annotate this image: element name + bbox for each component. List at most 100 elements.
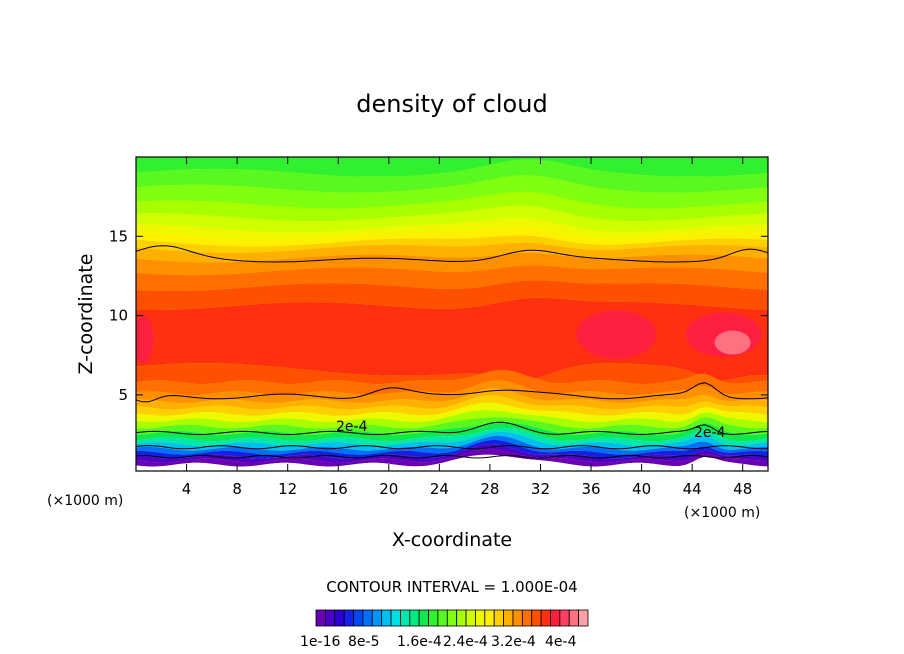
band-upper-6 <box>136 227 768 247</box>
colorbar-swatch <box>381 609 392 627</box>
colorbar-swatch <box>409 609 420 627</box>
colorbar-swatch <box>371 609 383 627</box>
contour-lines <box>136 245 768 459</box>
colorbar-swatch <box>559 609 570 627</box>
chart-title: density of cloud <box>356 90 547 118</box>
colorbar-swatch <box>475 609 486 627</box>
colorbar-swatch <box>521 609 533 627</box>
colorbar-swatch <box>484 609 495 627</box>
band-lower-9 <box>136 428 768 446</box>
colorbar-label: 1.6e-4 <box>397 634 442 650</box>
y-tick-label: 10 <box>109 307 128 325</box>
x-tick-label: 44 <box>683 480 702 498</box>
band-lower-7 <box>136 417 768 435</box>
colorbar-swatch <box>540 609 551 627</box>
x-tick-label: 8 <box>232 480 242 498</box>
y-tick-label: 15 <box>109 227 128 245</box>
colorbar-swatch <box>503 609 514 627</box>
contour-label-right: 2e-4 <box>694 425 726 441</box>
y-axis-ticks: 5 10 15 <box>109 227 768 404</box>
colorbar-swatch <box>531 609 542 627</box>
y-tick-label: 5 <box>118 386 128 404</box>
band-lower-8 <box>136 422 768 442</box>
x-tick-label: 16 <box>329 480 348 498</box>
x-axis-ticks: 4 8 12 16 20 24 28 32 36 40 44 48 <box>182 157 752 498</box>
colorbar <box>315 609 589 627</box>
band-lower-1 <box>136 369 768 396</box>
x-tick-label: 36 <box>581 480 600 498</box>
core-highlight-1 <box>576 310 657 359</box>
band-upper-8 <box>136 242 768 263</box>
colorbar-swatch <box>324 609 336 627</box>
colorbar-swatch <box>428 609 439 627</box>
colorbar-swatch <box>400 609 411 627</box>
band-lower-14 <box>136 449 768 467</box>
colorbar-swatch <box>465 609 476 627</box>
y-axis-label: Z-coordinate <box>75 254 97 375</box>
colorbar-swatch <box>353 609 364 627</box>
x-tick-label: 24 <box>430 480 449 498</box>
band-upper-4 <box>136 205 768 233</box>
band-upper-0 <box>136 157 768 177</box>
band-lower-4 <box>136 395 768 416</box>
contour-label-left: 2e-4 <box>336 419 368 435</box>
z-unit-label: (×1000 m) <box>684 505 760 521</box>
x-tick-label: 28 <box>480 480 499 498</box>
contour-interval-text: CONTOUR INTERVAL = 1.000E-04 <box>326 578 577 596</box>
colorbar-labels: 1e-16 8e-5 1.6e-4 2.4e-4 3.2e-4 4e-4 <box>300 634 577 650</box>
colorbar-swatch <box>343 609 354 627</box>
contour-labels: 2e-4 2e-4 <box>336 419 726 441</box>
colorbar-swatch <box>456 609 467 627</box>
band-lower-0 <box>136 363 768 385</box>
colorbar-swatch <box>512 609 523 627</box>
colorbar-label: 3.2e-4 <box>491 634 536 650</box>
contour-upper <box>136 245 768 263</box>
x-axis-label: X-coordinate <box>392 529 512 551</box>
colorbar-swatch <box>578 609 589 627</box>
plot-frame <box>135 156 769 472</box>
density-bands <box>136 157 768 471</box>
band-lower-5 <box>136 402 768 423</box>
colorbar-label: 8e-5 <box>348 634 379 650</box>
contour-2e-4 <box>136 421 768 436</box>
band-lower-6 <box>136 410 768 429</box>
core-highlight-4 <box>136 315 154 364</box>
colorbar-swatch <box>315 609 326 627</box>
colorbar-swatch <box>568 609 580 627</box>
band-lower-12 <box>136 439 768 459</box>
colorbar-swatch <box>362 609 373 627</box>
band-upper-1 <box>136 159 768 193</box>
band-ground <box>136 454 768 471</box>
x-tick-label: 32 <box>531 480 550 498</box>
colorbar-label: 4e-4 <box>545 634 577 650</box>
core-highlight-3 <box>714 330 751 355</box>
colorbar-swatch <box>418 609 429 627</box>
x-unit-label: (×1000 m) <box>47 493 123 509</box>
band-upper-5 <box>136 218 768 241</box>
x-tick-label: 48 <box>733 480 752 498</box>
plot-area <box>136 157 768 471</box>
band-lower-2 <box>136 380 768 404</box>
band-upper-2 <box>136 175 768 209</box>
band-upper-3 <box>136 191 768 222</box>
colorbar-swatch <box>334 609 345 627</box>
contour-lower-1 <box>136 445 768 450</box>
contour-lower-2 <box>136 454 768 459</box>
x-tick-label: 4 <box>182 480 192 498</box>
colorbar-swatch <box>390 609 401 627</box>
x-tick-label: 20 <box>379 480 398 498</box>
band-upper-7 <box>136 235 768 253</box>
band-upper-11 <box>136 280 768 310</box>
band-lower-3 <box>136 388 768 410</box>
colorbar-swatch <box>550 609 561 627</box>
colorbar-label: 2.4e-4 <box>443 634 488 650</box>
band-upper-9 <box>136 252 768 276</box>
colorbar-label: 1e-16 <box>300 634 340 650</box>
colorbar-swatch <box>446 609 458 627</box>
contour-middle <box>136 382 768 403</box>
band-lower-11 <box>136 435 768 455</box>
colorbar-swatch <box>437 609 448 627</box>
band-upper-10 <box>136 265 768 291</box>
x-tick-label: 12 <box>278 480 297 498</box>
